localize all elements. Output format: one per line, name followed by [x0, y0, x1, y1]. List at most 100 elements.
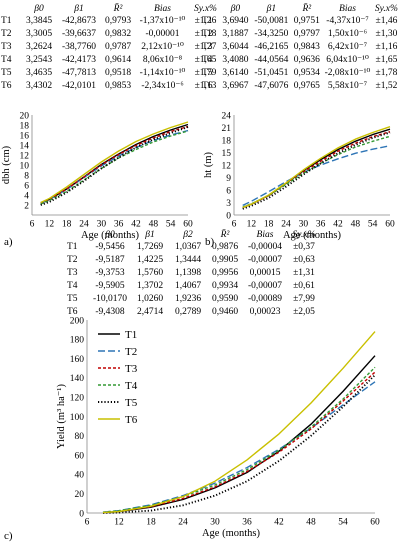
x-axis-label: Age (months)	[81, 230, 140, 241]
x-tick-label: 6	[85, 518, 90, 528]
x-tick-label: 12	[45, 220, 55, 230]
row-label: T5	[67, 294, 78, 304]
table-row: T3 -9,3753 1,5760 1,1398 0,9956 0,00015 ±1,31	[67, 267, 321, 280]
column-header: Bias	[154, 4, 171, 14]
row-label: T3	[67, 268, 78, 278]
series-line-t6	[102, 331, 376, 514]
table-cell: 6,42x10⁻⁷	[327, 42, 368, 52]
series-line-t1	[102, 355, 376, 514]
table-cell: -42,8673	[61, 16, 97, 26]
table-cell: ±0,63	[293, 255, 315, 265]
table-cell: 0,9636	[293, 55, 320, 65]
x-tick-label: 18	[146, 518, 156, 528]
table-row: T5 3,4635 -47,7813 0,9518 -1,14x10⁻¹⁰ ±1,79	[1, 67, 221, 80]
table-header-row: β0 β1 β2 R̄² Bias Sy.x%	[67, 230, 321, 241]
column-header: Bias	[339, 4, 356, 14]
table-cell: 0,2789	[174, 307, 202, 317]
table-cell: -1,37x10⁻¹⁰	[139, 16, 186, 26]
x-tick-label: 48	[306, 518, 316, 528]
legend-label: T2	[125, 346, 137, 358]
series-line-t1	[242, 128, 391, 209]
column-header: β0	[230, 4, 241, 14]
table-cell: ±1,26	[194, 16, 217, 26]
table-cell: 3,6140	[222, 68, 249, 78]
column-header: Bias	[256, 230, 274, 240]
series-line-t3	[102, 371, 376, 514]
x-tick-label: 24	[79, 220, 89, 230]
x-tick-label: 48	[351, 220, 361, 230]
panel-letter-b: b)	[205, 236, 215, 248]
y-tick-label: 100	[70, 413, 85, 423]
column-header: β2	[183, 230, 193, 240]
table-cell: 0,00015	[249, 268, 281, 278]
table-cell: ±1,46	[375, 16, 398, 26]
table-row: T1 -9,5456 1,7269 1,0367 0,9876 -0,00004 ±0,37	[67, 241, 321, 254]
table-cell: 0,9787	[104, 42, 132, 52]
y-axis-label: dbh (cm)	[1, 145, 12, 184]
table-cell: ±1,78	[375, 68, 398, 78]
table-cell: ±1,65	[375, 55, 398, 65]
x-tick-label: 6	[232, 220, 237, 230]
column-header: R̄²	[220, 230, 230, 240]
table-cell: -0,00007	[247, 281, 283, 291]
x-tick-label: 18	[264, 220, 274, 230]
series-line-t2	[242, 145, 391, 207]
y-tick-label: 3	[226, 199, 231, 209]
table-cell: -39,6637	[61, 29, 97, 39]
table-cell: -50,0081	[254, 16, 289, 26]
x-axis-label: Age (months)	[202, 528, 261, 539]
x-tick-label: 54	[368, 220, 378, 230]
y-tick-label: 180	[70, 336, 85, 346]
y-tick-label: 80	[75, 432, 85, 442]
table-cell: -10,0170	[92, 294, 128, 304]
series-line-t6	[40, 121, 189, 204]
table-cell: -47,6076	[254, 81, 289, 91]
table-cell: ±1,18	[194, 29, 217, 39]
x-tick-label: 60	[183, 220, 193, 230]
table-cell: 0,9956	[211, 268, 239, 278]
table-cell: 6,04x10⁻¹⁰	[326, 55, 369, 65]
y-tick-label: 12	[20, 151, 30, 161]
row-label: T5	[202, 68, 213, 78]
parameters-table-ht: β0 β1 R̄² Bias Sy.x% T1 3,6940 -50,0081 0,9…	[202, 4, 400, 93]
panel-letter-c: c)	[4, 530, 13, 542]
table-cell: 3,2624	[25, 42, 53, 52]
column-header: Sy.x%	[374, 4, 398, 14]
column-header: Sy.x%	[194, 4, 217, 14]
column-header: β1	[74, 4, 84, 14]
x-tick-label: 42	[131, 220, 141, 230]
table-row: T2 -9,5187 1,4225 1,3444 0,9905 -0,00007 ±0,63	[67, 254, 321, 267]
column-header: R̄²	[113, 4, 123, 14]
table-cell: -2,08x10⁻¹⁰	[324, 68, 371, 78]
x-tick-label: 30	[97, 220, 107, 230]
table-cell: -9,3753	[95, 268, 125, 278]
x-tick-label: 30	[299, 220, 309, 230]
table-cell: ±1,79	[194, 68, 217, 78]
table-cell: ±7,99	[293, 294, 315, 304]
series-line-t5	[242, 131, 391, 210]
y-axis-label: Yield (m³ ha⁻¹)	[56, 384, 67, 449]
table-row: T3 3,6044 -46,2165 0,9843 6,42x10⁻⁷ ±1,16	[202, 41, 400, 54]
x-tick-label: 12	[247, 220, 257, 230]
table-cell: 0,9793	[104, 16, 132, 26]
x-tick-label: 54	[166, 220, 176, 230]
y-tick-label: 160	[70, 355, 85, 365]
x-tick-label: 24	[178, 518, 188, 528]
table-cell: -0,00007	[247, 255, 283, 265]
table-cell: 1,50x10⁻⁶	[327, 29, 368, 39]
y-tick-label: 12	[222, 161, 232, 171]
table-cell: -46,2165	[254, 42, 289, 52]
y-tick-label: 6	[24, 181, 29, 191]
table-cell: 1,9236	[174, 294, 202, 304]
parameters-table-dbh: β0 β1 R̄² Bias Sy.x% T1 3,3845 -42,8673 0,9…	[1, 4, 221, 93]
y-tick-label: 15	[222, 149, 232, 159]
column-header: β1	[266, 4, 277, 14]
table-cell: 1,4067	[174, 281, 202, 291]
x-tick-label: 36	[316, 220, 326, 230]
row-label: T6	[202, 81, 213, 91]
x-tick-label: 12	[114, 518, 124, 528]
chart-yield: 6 12 18 24 30 36 42 48 54 60 0 20 40 60 80 100 120 140 160…	[56, 316, 380, 539]
y-tick-label: 9	[226, 174, 231, 184]
table-cell: 3,6044	[222, 42, 249, 52]
